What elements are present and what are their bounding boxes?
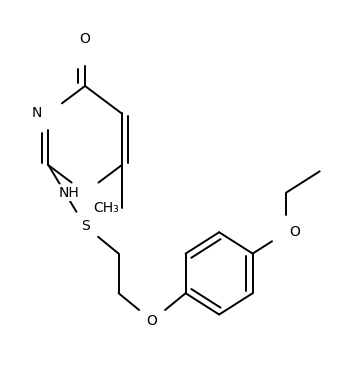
- Text: O: O: [80, 32, 90, 46]
- Text: S: S: [81, 219, 89, 233]
- Text: O: O: [147, 314, 158, 328]
- Text: N: N: [32, 106, 42, 120]
- Text: NH: NH: [58, 186, 79, 200]
- Text: O: O: [289, 225, 300, 239]
- Text: CH₃: CH₃: [93, 201, 119, 215]
